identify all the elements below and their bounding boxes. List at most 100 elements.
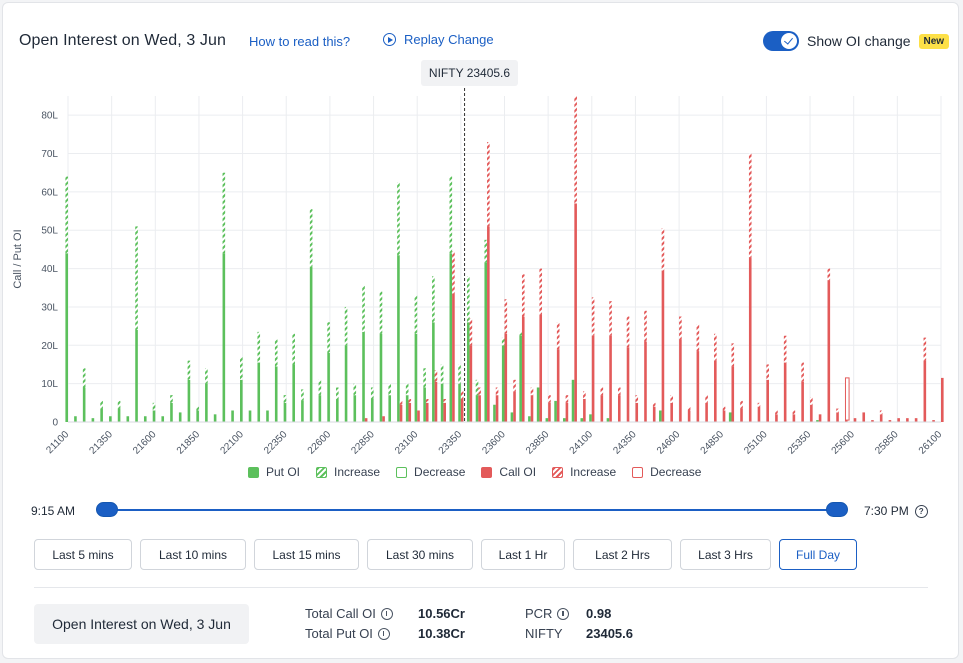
call-oi-bar[interactable] <box>617 387 621 422</box>
legend-call-oi[interactable]: Call OI <box>481 465 536 479</box>
put-oi-bar[interactable] <box>563 418 566 422</box>
info-icon[interactable] <box>557 607 570 620</box>
call-oi-bar[interactable] <box>591 297 595 422</box>
call-oi-bar[interactable] <box>731 343 735 422</box>
call-oi-bar[interactable] <box>722 406 726 422</box>
put-oi-bar[interactable] <box>816 420 819 422</box>
call-oi-bar[interactable] <box>452 251 455 422</box>
call-oi-bar[interactable] <box>932 420 935 422</box>
put-oi-bar[interactable] <box>213 414 217 422</box>
put-oi-bar[interactable] <box>405 383 409 422</box>
put-oi-bar[interactable] <box>545 418 549 422</box>
put-oi-bar[interactable] <box>82 368 86 422</box>
put-oi-bar[interactable] <box>222 172 226 422</box>
put-oi-bar[interactable] <box>571 379 575 422</box>
call-oi-bar[interactable] <box>836 408 839 422</box>
put-oi-bar[interactable] <box>135 226 138 422</box>
last-15-mins-button[interactable]: Last 15 mins <box>254 539 359 570</box>
put-oi-bar[interactable] <box>466 276 470 422</box>
put-oi-bar[interactable] <box>109 416 112 422</box>
put-oi-bar[interactable] <box>91 418 95 422</box>
put-oi-bar[interactable] <box>266 410 269 422</box>
call-oi-bar[interactable] <box>504 299 508 422</box>
put-oi-bar[interactable] <box>100 400 103 422</box>
call-oi-bar[interactable] <box>443 398 446 422</box>
put-oi-bar[interactable] <box>327 322 330 422</box>
info-icon[interactable] <box>377 627 390 640</box>
put-oi-bar[interactable] <box>606 418 610 422</box>
put-oi-bar[interactable] <box>178 412 182 422</box>
call-oi-bar[interactable] <box>740 400 743 422</box>
call-oi-bar[interactable] <box>548 395 551 422</box>
put-oi-bar[interactable] <box>301 389 304 422</box>
call-oi-bar[interactable] <box>775 410 778 422</box>
put-oi-bar[interactable] <box>152 402 156 422</box>
put-oi-bar[interactable] <box>248 410 252 422</box>
time-range-slider-track[interactable] <box>106 509 836 511</box>
put-oi-bar[interactable] <box>126 416 130 422</box>
put-oi-bar[interactable] <box>74 416 77 422</box>
call-oi-bar[interactable] <box>556 322 560 422</box>
put-oi-bar[interactable] <box>117 400 121 422</box>
call-oi-bar[interactable] <box>513 379 516 422</box>
legend-call-increase[interactable]: Increase <box>552 465 616 479</box>
call-oi-bar[interactable] <box>862 412 866 422</box>
call-oi-bar[interactable] <box>748 153 752 422</box>
call-oi-bar[interactable] <box>696 324 700 422</box>
call-oi-bar[interactable] <box>364 418 368 422</box>
put-oi-bar[interactable] <box>283 395 287 422</box>
call-oi-bar[interactable] <box>844 377 850 422</box>
last-1-hr-button[interactable]: Last 1 Hr <box>481 539 565 570</box>
call-oi-bar[interactable] <box>888 420 892 422</box>
put-oi-bar[interactable] <box>231 410 234 422</box>
call-oi-bar[interactable] <box>417 410 420 422</box>
call-oi-bar[interactable] <box>766 364 769 422</box>
call-oi-bar[interactable] <box>382 416 385 422</box>
call-oi-bar[interactable] <box>783 335 787 422</box>
call-oi-bar[interactable] <box>478 387 481 422</box>
last-3-hrs-button[interactable]: Last 3 Hrs <box>680 539 771 570</box>
put-oi-bar[interactable] <box>370 387 374 422</box>
call-oi-bar[interactable] <box>600 387 604 422</box>
last-30-mins-button[interactable]: Last 30 mins <box>367 539 473 570</box>
put-oi-bar[interactable] <box>493 404 496 422</box>
time-range-end-handle[interactable] <box>826 502 848 517</box>
put-oi-bar[interactable] <box>362 285 365 422</box>
put-oi-bar[interactable] <box>519 331 522 422</box>
call-oi-bar[interactable] <box>923 337 927 422</box>
call-oi-bar[interactable] <box>818 414 822 422</box>
call-oi-bar[interactable] <box>425 398 429 422</box>
call-oi-bar[interactable] <box>714 333 717 422</box>
put-oi-bar[interactable] <box>449 176 453 422</box>
summary-date-button[interactable]: Open Interest on Wed, 3 Jun <box>34 604 249 644</box>
put-oi-bar[interactable] <box>728 412 732 422</box>
call-oi-bar[interactable] <box>626 316 630 422</box>
put-oi-bar[interactable] <box>388 383 392 422</box>
call-oi-bar[interactable] <box>792 410 796 422</box>
call-oi-bar[interactable] <box>399 400 403 422</box>
call-oi-bar[interactable] <box>705 395 708 422</box>
last-5-mins-button[interactable]: Last 5 mins <box>34 539 132 570</box>
put-oi-bar[interactable] <box>274 339 278 422</box>
put-oi-bar[interactable] <box>187 360 191 422</box>
put-oi-bar[interactable] <box>440 364 444 422</box>
put-oi-bar[interactable] <box>475 379 479 422</box>
put-oi-bar[interactable] <box>510 412 514 422</box>
call-oi-bar[interactable] <box>574 96 577 422</box>
show-oi-change-toggle[interactable] <box>763 31 799 51</box>
call-oi-bar[interactable] <box>487 142 490 422</box>
last-10-mins-button[interactable]: Last 10 mins <box>140 539 246 570</box>
put-oi-bar[interactable] <box>432 276 435 422</box>
call-oi-bar[interactable] <box>644 310 647 422</box>
call-oi-bar[interactable] <box>827 268 831 422</box>
call-oi-bar[interactable] <box>897 418 900 422</box>
call-oi-bar[interactable] <box>469 318 473 422</box>
put-oi-bar[interactable] <box>423 368 426 422</box>
call-oi-bar[interactable] <box>652 402 656 422</box>
how-to-read-link[interactable]: How to read this? <box>249 34 351 49</box>
put-oi-bar[interactable] <box>659 410 662 422</box>
put-oi-bar[interactable] <box>240 356 243 422</box>
info-icon[interactable] <box>380 607 393 620</box>
call-oi-bar[interactable] <box>583 391 586 422</box>
legend-put-decrease[interactable]: Decrease <box>396 465 465 479</box>
